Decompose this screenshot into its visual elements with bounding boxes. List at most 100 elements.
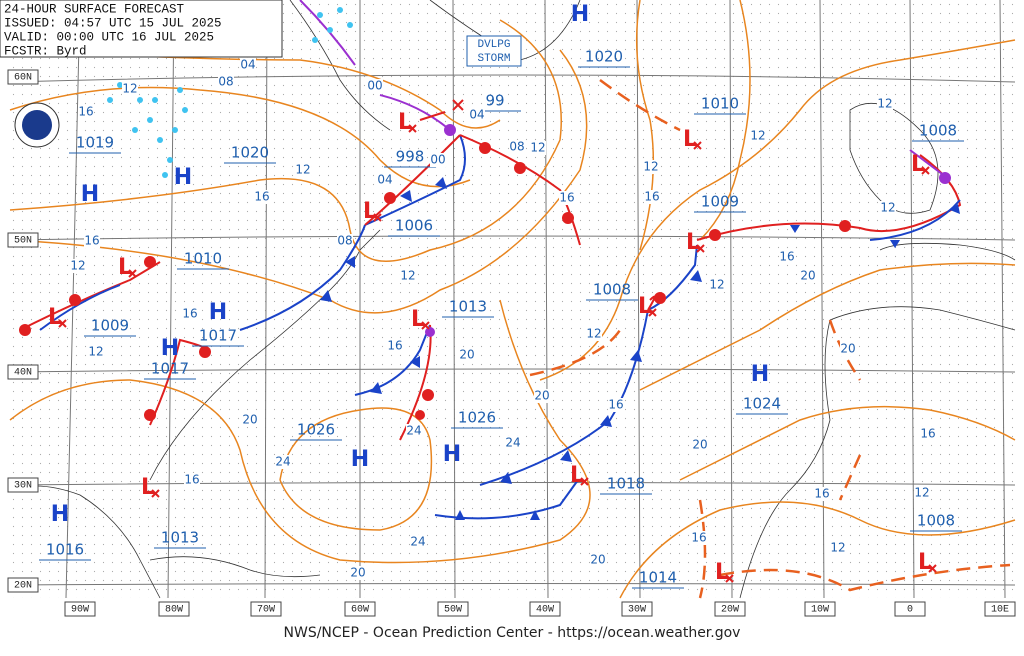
isobar-label: 20 <box>459 348 474 362</box>
isobar-label: 20 <box>800 269 815 283</box>
low-center-marker <box>408 124 417 133</box>
low-center-marker <box>921 166 930 175</box>
pressure-label: 1026 <box>297 421 335 439</box>
lon-label: 50W <box>444 605 462 616</box>
isobar-label-bg <box>691 531 707 545</box>
pressure-label: 1020 <box>231 144 269 162</box>
low-center: L <box>570 463 584 488</box>
front-symbols <box>19 124 960 520</box>
isobar-label: 20 <box>590 553 605 567</box>
pressure-label: 1009 <box>91 317 129 335</box>
isobar-label-bg <box>608 398 624 412</box>
low-center-marker <box>421 321 430 330</box>
pressure-label: 1016 <box>46 541 84 559</box>
isobar-label: 00 <box>430 153 445 167</box>
pressure-label: 1008 <box>917 512 955 530</box>
low-center-marker <box>373 213 382 222</box>
isobar-label: 12 <box>830 541 845 555</box>
isobar-label-bg <box>295 163 311 177</box>
lon-label-box <box>529 601 561 617</box>
isobar-label: 04 <box>240 58 255 72</box>
isobar-label: 20 <box>840 342 855 356</box>
low-center-marker <box>693 141 702 150</box>
low-center-marker <box>648 308 657 317</box>
isobar-label: 20 <box>242 413 257 427</box>
low-center: L <box>918 550 932 575</box>
isobar-label-bg <box>509 140 525 154</box>
annotation-box <box>466 35 522 67</box>
map-background <box>10 0 1015 598</box>
isobar-label-bg <box>692 438 708 452</box>
lon-label: 10W <box>811 605 829 616</box>
coastlines <box>9 0 1016 599</box>
isobar-label-bg <box>459 348 475 362</box>
pressure-label: 1006 <box>395 217 433 235</box>
high-center: H <box>443 442 461 467</box>
high-center: H <box>751 362 769 387</box>
isobar-label: 12 <box>530 141 545 155</box>
lat-label: 50N <box>14 236 32 247</box>
isobar-label-bg <box>586 327 602 341</box>
isobar-label-bg <box>84 234 100 248</box>
isobar-label: 08 <box>337 234 352 248</box>
lon-label: 90W <box>71 605 89 616</box>
isobar-label-bg <box>240 58 256 72</box>
pressure-label: 1008 <box>593 281 631 299</box>
isobar-label-bg <box>400 269 416 283</box>
isobar-label: 16 <box>920 427 935 441</box>
pressure-label: 1024 <box>743 395 781 413</box>
low-center-marker <box>696 244 705 253</box>
isobar-label-bg <box>387 339 403 353</box>
isobar-label: 04 <box>469 108 484 122</box>
low-center: L <box>683 127 697 152</box>
isobar-label-bg <box>830 541 846 555</box>
isobar-label: 08 <box>509 140 524 154</box>
isobar-label: 24 <box>505 436 520 450</box>
isobar-label: 16 <box>559 191 574 205</box>
isobar-label-bg <box>242 413 258 427</box>
lat-label-box <box>7 364 39 380</box>
isobar-label-bg <box>709 278 725 292</box>
lat-label: 30N <box>14 481 32 492</box>
isobar-label-bg <box>779 250 795 264</box>
isobar-label-bg <box>406 424 422 438</box>
isobar-label: 16 <box>779 250 794 264</box>
isobar-label-bg <box>410 535 426 549</box>
isobar-label-bg <box>184 473 200 487</box>
annotation-line: DVLPG <box>477 39 510 51</box>
isobar-label: 12 <box>122 82 137 96</box>
isobar-label: 12 <box>70 259 85 273</box>
isobar-label-bg <box>590 553 606 567</box>
isobar-label-bg <box>814 487 830 501</box>
storm-track <box>419 111 446 121</box>
pressure-label: 1010 <box>701 95 739 113</box>
high-center: H <box>209 300 227 325</box>
isobar-label-bg <box>840 342 856 356</box>
isobar-label-bg <box>643 160 659 174</box>
low-center: L <box>411 307 425 332</box>
isobar-label-bg <box>530 141 546 155</box>
pressure-label: 1017 <box>151 360 189 378</box>
low-center: L <box>141 475 155 500</box>
lon-label: 30W <box>628 605 646 616</box>
isobar-label: 16 <box>387 339 402 353</box>
isobar-label: 16 <box>184 473 199 487</box>
pressure-label: 1010 <box>184 250 222 268</box>
isobar-label-bg <box>254 190 270 204</box>
pressure-label: 1009 <box>701 193 739 211</box>
isobar-label: 12 <box>295 163 310 177</box>
low-center: L <box>48 305 62 330</box>
isobar-label: 16 <box>84 234 99 248</box>
isobar-label: 16 <box>814 487 829 501</box>
precipitation <box>107 7 353 178</box>
lon-label-box <box>804 601 836 617</box>
isobar-label: 20 <box>350 566 365 580</box>
lon-label-box <box>344 601 376 617</box>
header-forecaster: FCSTR: Byrd <box>4 44 87 58</box>
isobar-label-bg <box>559 191 575 205</box>
low-center: L <box>398 110 412 135</box>
lon-label-box <box>250 601 282 617</box>
high-center: H <box>174 165 192 190</box>
